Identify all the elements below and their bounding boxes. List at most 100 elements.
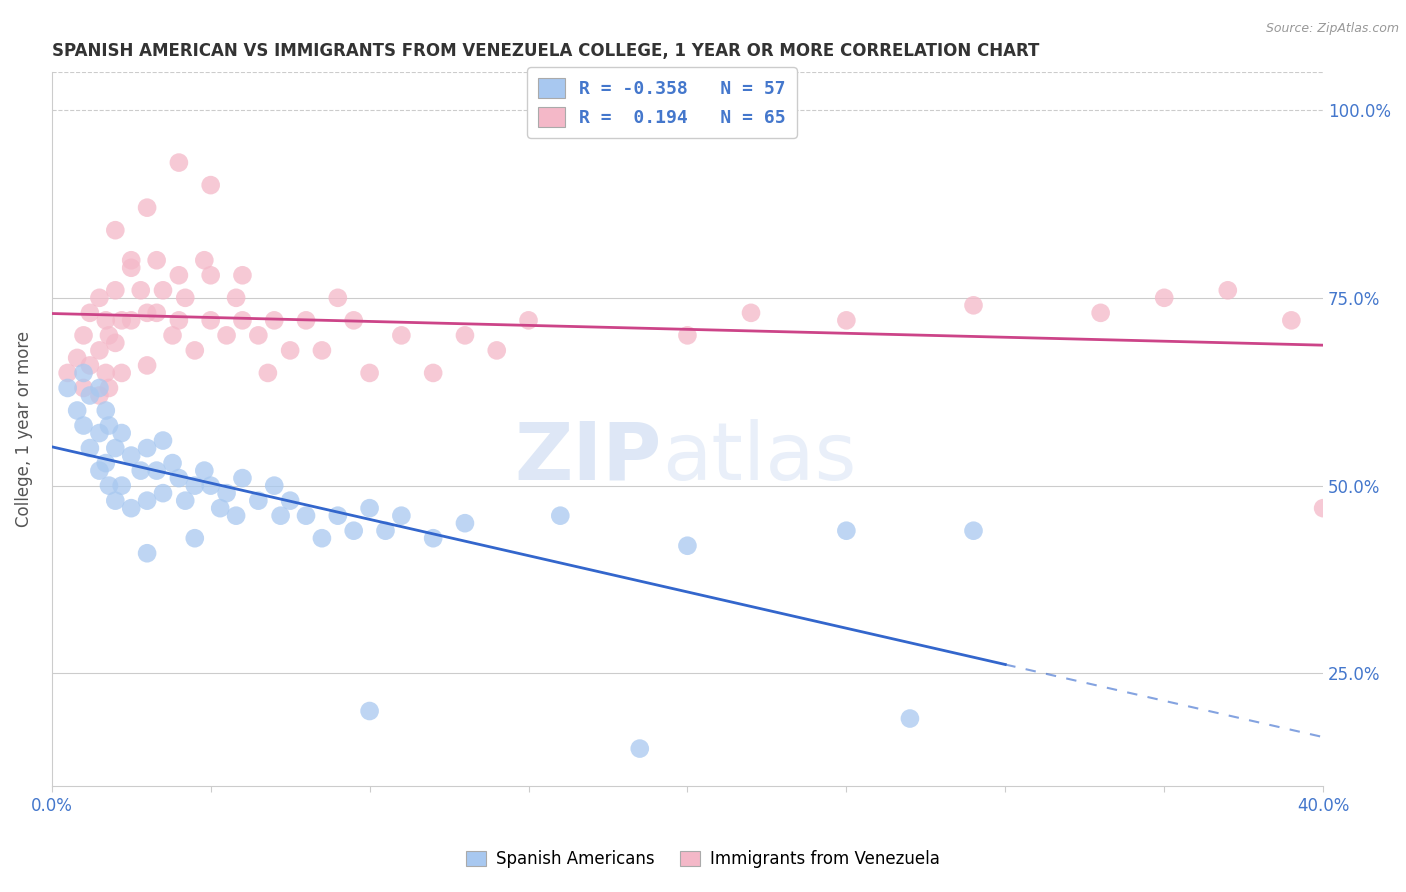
- Point: [89, 291, 111, 305]
- Point: [152, 283, 174, 297]
- Point: [152, 486, 174, 500]
- Point: [311, 343, 333, 358]
- Point: [89, 381, 111, 395]
- Point: [1153, 291, 1175, 305]
- Point: [231, 313, 253, 327]
- Point: [962, 524, 984, 538]
- Point: [136, 201, 159, 215]
- Point: [136, 493, 159, 508]
- Point: [145, 306, 167, 320]
- Point: [215, 328, 238, 343]
- Point: [97, 478, 120, 492]
- Point: [1279, 313, 1302, 327]
- Point: [184, 478, 207, 492]
- Point: [145, 253, 167, 268]
- Point: [550, 508, 572, 523]
- Point: [111, 425, 134, 440]
- Point: [200, 178, 222, 193]
- Point: [343, 524, 366, 538]
- Point: [1216, 283, 1239, 297]
- Point: [257, 366, 280, 380]
- Point: [129, 464, 152, 478]
- Point: [167, 313, 190, 327]
- Point: [162, 456, 184, 470]
- Point: [89, 343, 111, 358]
- Point: [295, 313, 318, 327]
- Point: [225, 508, 247, 523]
- Point: [174, 291, 197, 305]
- Point: [835, 524, 858, 538]
- Point: [94, 313, 117, 327]
- Point: [104, 441, 127, 455]
- Point: [389, 328, 412, 343]
- Point: [89, 388, 111, 402]
- Point: [129, 283, 152, 297]
- Point: [152, 434, 174, 448]
- Point: [111, 313, 134, 327]
- Point: [104, 223, 127, 237]
- Point: [184, 531, 207, 545]
- Point: [136, 546, 159, 560]
- Text: SPANISH AMERICAN VS IMMIGRANTS FROM VENEZUELA COLLEGE, 1 YEAR OR MORE CORRELATIO: SPANISH AMERICAN VS IMMIGRANTS FROM VENE…: [52, 42, 1039, 60]
- Point: [278, 493, 301, 508]
- Point: [231, 471, 253, 485]
- Point: [247, 328, 270, 343]
- Point: [120, 253, 142, 268]
- Point: [174, 493, 197, 508]
- Point: [200, 313, 222, 327]
- Point: [835, 313, 858, 327]
- Point: [167, 268, 190, 283]
- Point: [200, 268, 222, 283]
- Legend: R = -0.358   N = 57, R =  0.194   N = 65: R = -0.358 N = 57, R = 0.194 N = 65: [527, 67, 797, 137]
- Point: [79, 441, 101, 455]
- Point: [898, 712, 921, 726]
- Point: [136, 359, 159, 373]
- Point: [326, 291, 349, 305]
- Y-axis label: College, 1 year or more: College, 1 year or more: [15, 331, 32, 527]
- Point: [167, 155, 190, 169]
- Point: [1312, 501, 1334, 516]
- Point: [136, 306, 159, 320]
- Point: [1090, 306, 1112, 320]
- Point: [676, 328, 699, 343]
- Point: [184, 343, 207, 358]
- Point: [120, 501, 142, 516]
- Point: [209, 501, 232, 516]
- Point: [454, 516, 477, 531]
- Text: Source: ZipAtlas.com: Source: ZipAtlas.com: [1265, 22, 1399, 36]
- Point: [56, 381, 79, 395]
- Point: [278, 343, 301, 358]
- Point: [231, 268, 253, 283]
- Point: [79, 359, 101, 373]
- Point: [120, 313, 142, 327]
- Text: ZIP: ZIP: [515, 419, 662, 497]
- Point: [485, 343, 508, 358]
- Point: [145, 464, 167, 478]
- Point: [66, 403, 89, 417]
- Point: [72, 381, 94, 395]
- Point: [263, 313, 285, 327]
- Point: [94, 366, 117, 380]
- Point: [200, 478, 222, 492]
- Point: [66, 351, 89, 365]
- Point: [97, 328, 120, 343]
- Point: [962, 298, 984, 312]
- Point: [72, 328, 94, 343]
- Point: [422, 366, 444, 380]
- Point: [374, 524, 396, 538]
- Point: [89, 425, 111, 440]
- Point: [343, 313, 366, 327]
- Point: [740, 306, 762, 320]
- Point: [359, 366, 381, 380]
- Point: [72, 366, 94, 380]
- Point: [104, 493, 127, 508]
- Point: [136, 441, 159, 455]
- Point: [104, 283, 127, 297]
- Point: [79, 306, 101, 320]
- Point: [97, 418, 120, 433]
- Point: [120, 260, 142, 275]
- Point: [104, 335, 127, 350]
- Point: [111, 366, 134, 380]
- Point: [56, 366, 79, 380]
- Text: atlas: atlas: [662, 419, 856, 497]
